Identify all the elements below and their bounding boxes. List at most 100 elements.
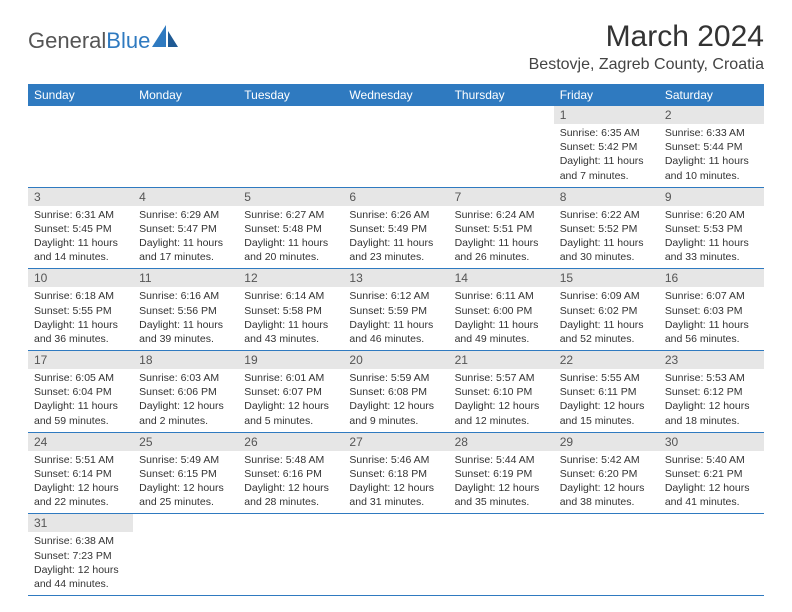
daylight-text-1: Daylight: 11 hours bbox=[244, 236, 337, 250]
day-number: 22 bbox=[554, 351, 659, 369]
day-content: Sunrise: 5:51 AMSunset: 6:14 PMDaylight:… bbox=[28, 451, 133, 514]
sunrise-text: Sunrise: 5:51 AM bbox=[34, 453, 127, 467]
daylight-text-1: Daylight: 12 hours bbox=[244, 481, 337, 495]
daylight-text-2: and 18 minutes. bbox=[665, 414, 758, 428]
calendar-day-cell bbox=[133, 106, 238, 187]
sunset-text: Sunset: 5:55 PM bbox=[34, 304, 127, 318]
logo-text-general: General bbox=[28, 28, 106, 54]
day-number: 14 bbox=[449, 269, 554, 287]
calendar-day-cell: 16Sunrise: 6:07 AMSunset: 6:03 PMDayligh… bbox=[659, 269, 764, 351]
calendar-day-cell: 30Sunrise: 5:40 AMSunset: 6:21 PMDayligh… bbox=[659, 432, 764, 514]
calendar-day-cell: 3Sunrise: 6:31 AMSunset: 5:45 PMDaylight… bbox=[28, 187, 133, 269]
month-title: March 2024 bbox=[529, 20, 764, 54]
sunset-text: Sunset: 5:56 PM bbox=[139, 304, 232, 318]
calendar-day-cell bbox=[449, 514, 554, 596]
day-content: Sunrise: 6:22 AMSunset: 5:52 PMDaylight:… bbox=[554, 206, 659, 269]
day-number: 26 bbox=[238, 433, 343, 451]
sunrise-text: Sunrise: 6:35 AM bbox=[560, 126, 653, 140]
sunrise-text: Sunrise: 6:20 AM bbox=[665, 208, 758, 222]
daylight-text-2: and 20 minutes. bbox=[244, 250, 337, 264]
sunrise-text: Sunrise: 6:24 AM bbox=[455, 208, 548, 222]
calendar-day-cell: 10Sunrise: 6:18 AMSunset: 5:55 PMDayligh… bbox=[28, 269, 133, 351]
weekday-header-row: SundayMondayTuesdayWednesdayThursdayFrid… bbox=[28, 84, 764, 106]
calendar-day-cell bbox=[238, 106, 343, 187]
calendar-day-cell: 28Sunrise: 5:44 AMSunset: 6:19 PMDayligh… bbox=[449, 432, 554, 514]
daylight-text-1: Daylight: 11 hours bbox=[560, 154, 653, 168]
day-number: 30 bbox=[659, 433, 764, 451]
day-number: 17 bbox=[28, 351, 133, 369]
daylight-text-2: and 5 minutes. bbox=[244, 414, 337, 428]
daylight-text-1: Daylight: 12 hours bbox=[139, 399, 232, 413]
daylight-text-2: and 49 minutes. bbox=[455, 332, 548, 346]
calendar-day-cell: 8Sunrise: 6:22 AMSunset: 5:52 PMDaylight… bbox=[554, 187, 659, 269]
day-content: Sunrise: 6:20 AMSunset: 5:53 PMDaylight:… bbox=[659, 206, 764, 269]
sunrise-text: Sunrise: 6:26 AM bbox=[349, 208, 442, 222]
calendar-day-cell: 7Sunrise: 6:24 AMSunset: 5:51 PMDaylight… bbox=[449, 187, 554, 269]
calendar-week-row: 31Sunrise: 6:38 AMSunset: 7:23 PMDayligh… bbox=[28, 514, 764, 596]
day-number: 21 bbox=[449, 351, 554, 369]
daylight-text-2: and 52 minutes. bbox=[560, 332, 653, 346]
day-content: Sunrise: 6:14 AMSunset: 5:58 PMDaylight:… bbox=[238, 287, 343, 350]
sunrise-text: Sunrise: 6:11 AM bbox=[455, 289, 548, 303]
day-content: Sunrise: 6:35 AMSunset: 5:42 PMDaylight:… bbox=[554, 124, 659, 187]
logo-text-blue: Blue bbox=[106, 28, 150, 54]
sunset-text: Sunset: 6:16 PM bbox=[244, 467, 337, 481]
daylight-text-1: Daylight: 12 hours bbox=[34, 563, 127, 577]
weekday-header: Friday bbox=[554, 84, 659, 106]
daylight-text-1: Daylight: 12 hours bbox=[560, 399, 653, 413]
daylight-text-1: Daylight: 11 hours bbox=[34, 318, 127, 332]
daylight-text-2: and 35 minutes. bbox=[455, 495, 548, 509]
day-content: Sunrise: 6:12 AMSunset: 5:59 PMDaylight:… bbox=[343, 287, 448, 350]
day-content: Sunrise: 6:33 AMSunset: 5:44 PMDaylight:… bbox=[659, 124, 764, 187]
calendar-day-cell: 5Sunrise: 6:27 AMSunset: 5:48 PMDaylight… bbox=[238, 187, 343, 269]
day-content: Sunrise: 6:03 AMSunset: 6:06 PMDaylight:… bbox=[133, 369, 238, 432]
sunset-text: Sunset: 6:04 PM bbox=[34, 385, 127, 399]
daylight-text-2: and 33 minutes. bbox=[665, 250, 758, 264]
calendar-day-cell: 14Sunrise: 6:11 AMSunset: 6:00 PMDayligh… bbox=[449, 269, 554, 351]
sunset-text: Sunset: 6:08 PM bbox=[349, 385, 442, 399]
calendar-day-cell: 23Sunrise: 5:53 AMSunset: 6:12 PMDayligh… bbox=[659, 351, 764, 433]
sunrise-text: Sunrise: 6:18 AM bbox=[34, 289, 127, 303]
weekday-header: Thursday bbox=[449, 84, 554, 106]
day-content: Sunrise: 5:46 AMSunset: 6:18 PMDaylight:… bbox=[343, 451, 448, 514]
calendar-week-row: 24Sunrise: 5:51 AMSunset: 6:14 PMDayligh… bbox=[28, 432, 764, 514]
day-number: 28 bbox=[449, 433, 554, 451]
day-number: 29 bbox=[554, 433, 659, 451]
daylight-text-2: and 28 minutes. bbox=[244, 495, 337, 509]
daylight-text-2: and 59 minutes. bbox=[34, 414, 127, 428]
daylight-text-1: Daylight: 12 hours bbox=[665, 399, 758, 413]
sunset-text: Sunset: 6:18 PM bbox=[349, 467, 442, 481]
daylight-text-2: and 44 minutes. bbox=[34, 577, 127, 591]
calendar-day-cell: 31Sunrise: 6:38 AMSunset: 7:23 PMDayligh… bbox=[28, 514, 133, 596]
day-content: Sunrise: 5:48 AMSunset: 6:16 PMDaylight:… bbox=[238, 451, 343, 514]
daylight-text-1: Daylight: 12 hours bbox=[244, 399, 337, 413]
calendar-day-cell bbox=[238, 514, 343, 596]
sunset-text: Sunset: 6:11 PM bbox=[560, 385, 653, 399]
daylight-text-1: Daylight: 11 hours bbox=[665, 318, 758, 332]
daylight-text-1: Daylight: 11 hours bbox=[455, 236, 548, 250]
daylight-text-1: Daylight: 12 hours bbox=[665, 481, 758, 495]
day-number: 16 bbox=[659, 269, 764, 287]
header: GeneralBlue March 2024 Bestovje, Zagreb … bbox=[28, 20, 764, 74]
day-number: 24 bbox=[28, 433, 133, 451]
location: Bestovje, Zagreb County, Croatia bbox=[529, 56, 764, 74]
sunrise-text: Sunrise: 6:38 AM bbox=[34, 534, 127, 548]
sunrise-text: Sunrise: 5:55 AM bbox=[560, 371, 653, 385]
day-number: 18 bbox=[133, 351, 238, 369]
sunset-text: Sunset: 6:21 PM bbox=[665, 467, 758, 481]
day-number: 23 bbox=[659, 351, 764, 369]
sunrise-text: Sunrise: 5:53 AM bbox=[665, 371, 758, 385]
calendar-day-cell: 18Sunrise: 6:03 AMSunset: 6:06 PMDayligh… bbox=[133, 351, 238, 433]
daylight-text-1: Daylight: 12 hours bbox=[34, 481, 127, 495]
daylight-text-1: Daylight: 11 hours bbox=[349, 236, 442, 250]
calendar-day-cell: 27Sunrise: 5:46 AMSunset: 6:18 PMDayligh… bbox=[343, 432, 448, 514]
day-number: 31 bbox=[28, 514, 133, 532]
sunrise-text: Sunrise: 6:27 AM bbox=[244, 208, 337, 222]
day-content: Sunrise: 6:26 AMSunset: 5:49 PMDaylight:… bbox=[343, 206, 448, 269]
day-content: Sunrise: 6:31 AMSunset: 5:45 PMDaylight:… bbox=[28, 206, 133, 269]
day-content: Sunrise: 5:53 AMSunset: 6:12 PMDaylight:… bbox=[659, 369, 764, 432]
sunrise-text: Sunrise: 6:03 AM bbox=[139, 371, 232, 385]
daylight-text-2: and 39 minutes. bbox=[139, 332, 232, 346]
daylight-text-2: and 43 minutes. bbox=[244, 332, 337, 346]
sail-icon bbox=[152, 25, 178, 50]
